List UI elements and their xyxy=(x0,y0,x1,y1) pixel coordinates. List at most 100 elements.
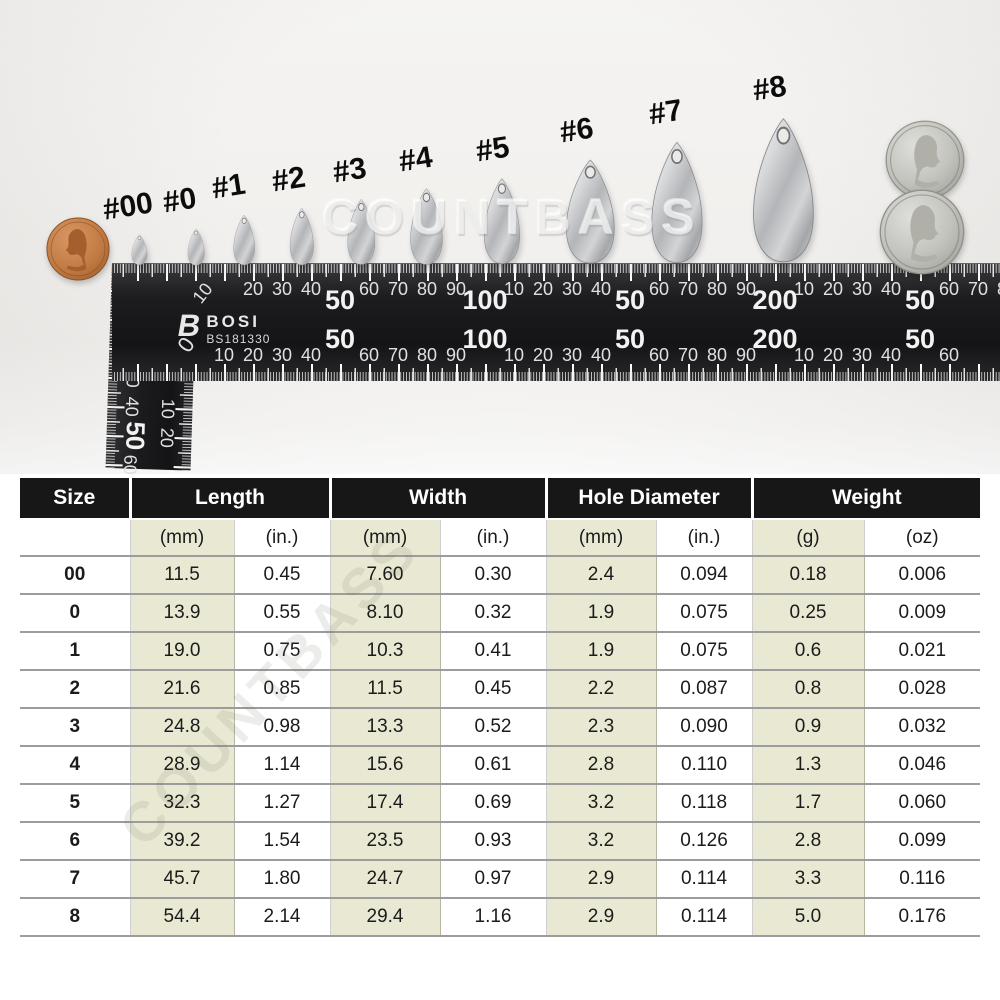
ruler-scale-top: 10 20 30 40 50 60 70 80 90 100 10 20 30 40 50 60 70 80 90 2… xyxy=(112,264,1000,381)
size-cell: 2 xyxy=(20,670,131,708)
value-cell: 7.60 xyxy=(329,556,441,594)
spinner-blade xyxy=(409,187,443,265)
value-cell: 0.075 xyxy=(656,632,753,670)
value-cell: 1.14 xyxy=(234,746,331,784)
value-cell: 0.55 xyxy=(234,594,331,632)
value-cell: 3.2 xyxy=(545,822,657,860)
value-cell: 0.075 xyxy=(656,594,753,632)
ruler-number: 20 xyxy=(156,427,178,449)
quarter-coin-top xyxy=(885,120,965,200)
ruler-number: 40 xyxy=(300,279,322,299)
ruler-number: 30 xyxy=(851,279,873,299)
size-cell: 5 xyxy=(20,784,131,822)
table-header-row: Size Length Width Hole Diameter Weight xyxy=(20,478,981,519)
value-cell: 39.2 xyxy=(129,822,235,860)
ruler-model: BS181330 xyxy=(206,332,271,346)
unit-width-mm: (mm) xyxy=(329,518,441,556)
value-cell: 1.9 xyxy=(545,594,657,632)
table-row: 00 11.5 0.45 7.60 0.30 2.4 0.094 0.18 0.006 xyxy=(20,556,981,594)
value-cell: 0.099 xyxy=(898,830,947,851)
value-cell: 5.0 xyxy=(751,898,865,936)
ruler-number: 20 xyxy=(242,279,264,299)
value-cell: 2.8 xyxy=(545,746,657,784)
ruler-number: 90 xyxy=(735,279,757,299)
value-cell: 15.6 xyxy=(329,746,441,784)
ruler-number: 30 xyxy=(851,345,873,365)
spinner-blade xyxy=(233,214,255,265)
ruler-number: 10 xyxy=(793,345,815,365)
ruler-number: 70 xyxy=(677,345,699,365)
value-cell: 0.93 xyxy=(440,822,547,860)
ruler-ticks xyxy=(112,264,1000,281)
ruler-number: 70 xyxy=(387,345,409,365)
ruler-number: 90 xyxy=(445,345,467,365)
size-cell: 00 xyxy=(20,556,131,594)
ruler-number: 30 xyxy=(561,345,583,365)
penny-coin xyxy=(46,217,110,281)
ruler-number: 70 xyxy=(677,279,699,299)
value-cell: 11.5 xyxy=(129,556,235,594)
table-row: 3 24.8 0.98 13.3 0.52 2.3 0.090 0.9 0.032 xyxy=(20,708,981,746)
ruler-number: 80 xyxy=(706,279,728,299)
ruler-number: 40 xyxy=(880,279,902,299)
value-cell: 0.32 xyxy=(440,594,547,632)
value-cell: 1.54 xyxy=(234,822,331,860)
value-cell: 1.16 xyxy=(440,898,547,936)
value-cell: 0.52 xyxy=(440,708,547,746)
value-cell: 21.6 xyxy=(129,670,235,708)
photo-section: COUNTBASS xyxy=(0,0,1000,474)
ruler-number: 60 xyxy=(358,279,380,299)
table-row: 8 54.4 2.14 29.4 1.16 2.9 0.114 5.0 0.176 xyxy=(20,898,981,936)
value-cell: 0.094 xyxy=(656,556,753,594)
value-cell: 2.9 xyxy=(545,860,657,898)
ruler-number: 60 xyxy=(938,279,960,299)
value-cell: 0.97 xyxy=(440,860,547,898)
ruler-number: 80 xyxy=(416,345,438,365)
size-cell: 3 xyxy=(20,708,131,746)
ruler-number: 30 xyxy=(271,279,293,299)
value-cell: 29.4 xyxy=(329,898,441,936)
ruler-number: 10 xyxy=(213,345,235,365)
value-cell: 45.7 xyxy=(129,860,235,898)
size-cell: 8 xyxy=(20,898,131,936)
value-cell: 0.028 xyxy=(898,678,947,699)
value-cell: 10.3 xyxy=(329,632,441,670)
value-cell: 0.046 xyxy=(898,754,947,775)
value-cell: 0.114 xyxy=(656,860,753,898)
value-cell: 28.9 xyxy=(129,746,235,784)
ruler-number: 200 xyxy=(752,285,798,315)
ruler-number: 20 xyxy=(532,345,554,365)
spinner-blade xyxy=(131,234,147,266)
size-label: #7 xyxy=(646,93,685,132)
ruler-number: 20 xyxy=(822,279,844,299)
size-cell: 6 xyxy=(20,822,131,860)
table-row: 6 39.2 1.54 23.5 0.93 3.2 0.126 2.8 0.099 xyxy=(20,822,981,860)
ruler-number: 200 xyxy=(752,324,798,354)
ruler-number: 40 xyxy=(590,345,612,365)
ruler-brand: BOSI xyxy=(206,312,260,331)
value-cell: 0.45 xyxy=(234,556,331,594)
spinner-blade xyxy=(565,159,615,264)
value-cell: 0.25 xyxy=(751,594,865,632)
value-cell: 0.116 xyxy=(899,868,946,889)
value-cell: 0.021 xyxy=(898,640,947,661)
value-cell: 1.80 xyxy=(234,860,331,898)
ruler-number: 90 xyxy=(445,279,467,299)
value-cell: 0.090 xyxy=(656,708,753,746)
value-cell: 1.3 xyxy=(751,746,865,784)
value-cell: 2.8 xyxy=(751,822,865,860)
unit-width-in: (in.) xyxy=(440,518,547,556)
value-cell: 3.2 xyxy=(545,784,657,822)
value-cell: 13.9 xyxy=(129,594,235,632)
spinner-blade xyxy=(290,207,314,265)
value-cell: 19.0 xyxy=(129,632,235,670)
value-cell: 8.10 xyxy=(329,594,441,632)
table-row: 0 13.9 0.55 8.10 0.32 1.9 0.075 0.25 0.009 xyxy=(20,594,981,632)
unit-hole-mm: (mm) xyxy=(545,518,657,556)
value-cell: 0.8 xyxy=(751,670,865,708)
spec-table-body: 00 11.5 0.45 7.60 0.30 2.4 0.094 0.18 0.006 0 13.9… xyxy=(20,556,981,936)
value-cell: 13.3 xyxy=(329,708,441,746)
washington-profile xyxy=(914,135,941,188)
value-cell: 2.14 xyxy=(234,898,331,936)
value-cell: 0.30 xyxy=(440,556,547,594)
